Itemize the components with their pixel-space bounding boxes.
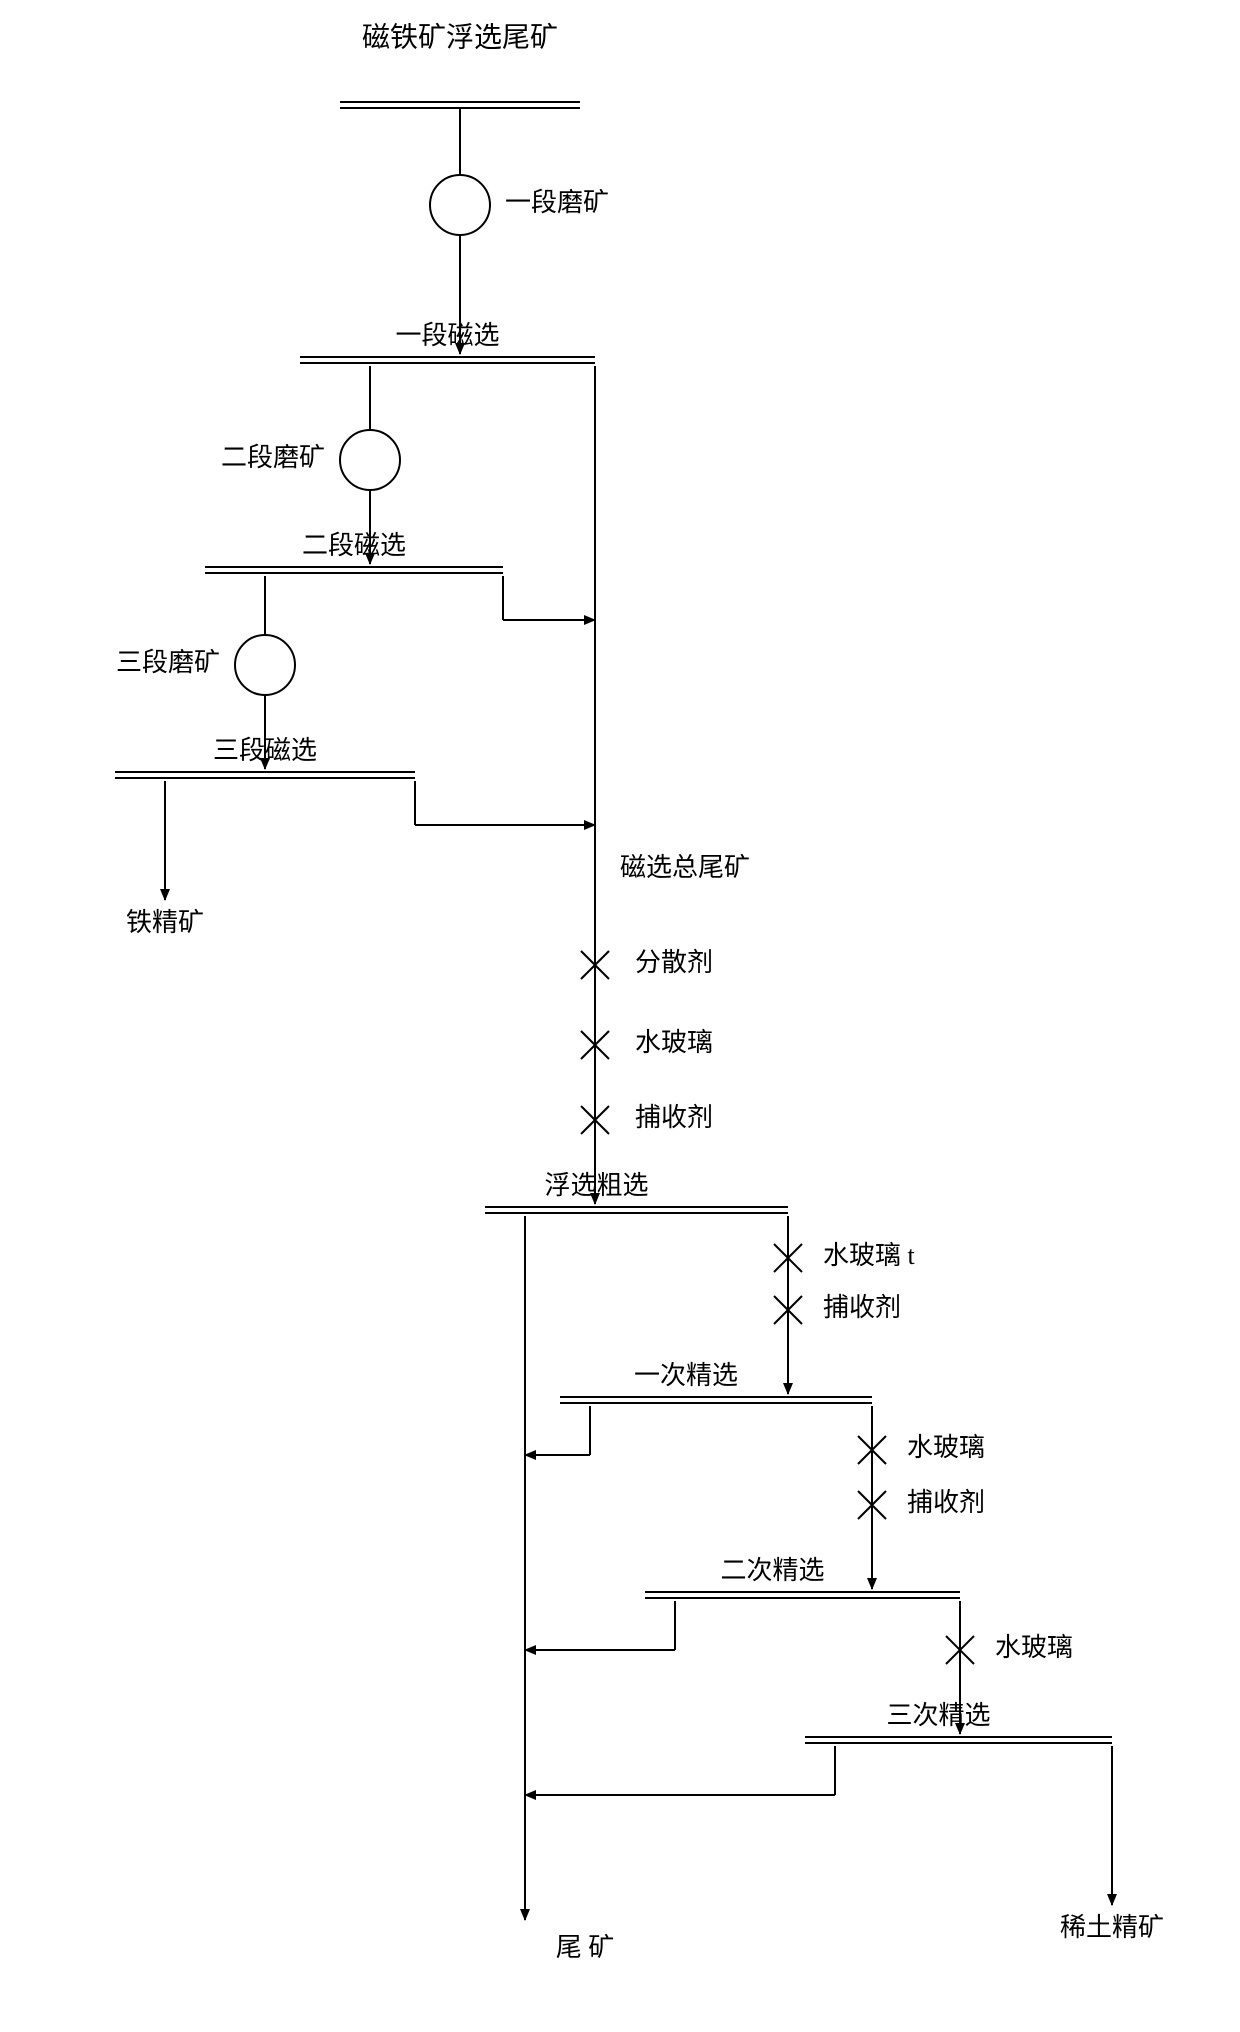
- grind3-label: 三段磨矿: [116, 648, 220, 677]
- mag3-label: 三段磁选: [213, 736, 317, 765]
- iron-conc-label: 铁精矿: [126, 908, 204, 937]
- mag-tail-label: 磁选总尾矿: [620, 853, 750, 882]
- wgt-label: 水玻璃 t: [823, 1241, 916, 1270]
- clean2-label: 二次精选: [720, 1556, 824, 1585]
- grind2-label: 二段磨矿: [221, 443, 325, 472]
- clean3-label: 三次精选: [886, 1701, 990, 1730]
- flowchart: 磁铁矿浮选尾矿一段磨矿一段磁选二段磨矿二段磁选三段磨矿三段磁选铁精矿 磁选总尾矿分…: [0, 0, 1240, 2032]
- rough-label: 浮选粗选: [544, 1171, 648, 1200]
- grind1-label: 一段磨矿: [505, 188, 609, 217]
- mag2-label: 二段磁选: [302, 531, 406, 560]
- clean1-label: 一次精选: [634, 1361, 738, 1390]
- tailings-label: 尾 矿: [556, 1933, 615, 1962]
- col3-label: 捕收剂: [907, 1488, 985, 1517]
- wg1-label: 水玻璃: [635, 1028, 713, 1057]
- col1-label: 捕收剂: [635, 1103, 713, 1132]
- dispersant-label: 分散剂: [635, 948, 713, 977]
- title: 磁铁矿浮选尾矿: [362, 21, 558, 53]
- mag1-label: 一段磁选: [395, 321, 499, 350]
- col2-label: 捕收剂: [823, 1293, 901, 1322]
- wg2-label: 水玻璃: [907, 1433, 985, 1462]
- re-conc-label: 稀土精矿: [1060, 1913, 1164, 1942]
- wg3-label: 水玻璃: [995, 1633, 1073, 1662]
